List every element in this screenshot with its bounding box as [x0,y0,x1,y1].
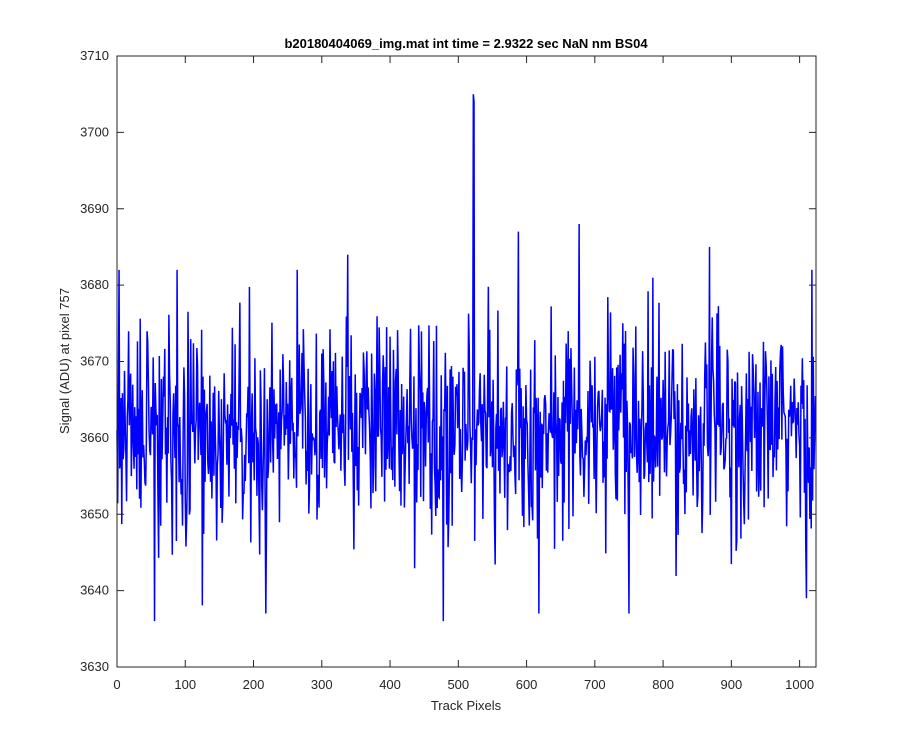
y-tick-label: 3650 [80,506,109,521]
x-axis: 0 100 200 300 400 500 600 700 800 900 1000 [113,56,814,692]
x-tick-label: 300 [311,677,333,692]
x-tick-label: 900 [721,677,743,692]
x-tick-label: 800 [652,677,674,692]
y-tick-label: 3640 [80,583,109,598]
plot-background [117,56,816,667]
x-axis-label: Track Pixels [431,698,502,713]
y-tick-label: 3690 [80,201,109,216]
x-tick-label: 1000 [785,677,814,692]
x-tick-label: 400 [379,677,401,692]
y-axis: 3630 3640 3650 3660 3670 3680 3690 3700 3710 [80,48,816,674]
y-tick-label: 3670 [80,354,109,369]
y-tick-label: 3680 [80,277,109,292]
series-line [116,94,817,622]
x-tick-label: 100 [174,677,196,692]
y-tick-label: 3710 [80,48,109,63]
y-tick-label: 3660 [80,430,109,445]
series-group [116,94,817,622]
x-tick-label: 700 [584,677,606,692]
y-axis-label: Signal (ADU) at pixel 757 [57,288,72,434]
x-tick-label: 500 [447,677,469,692]
chart-title: b20180404069_img.mat int time = 2.9322 s… [284,36,648,51]
x-tick-label: 200 [243,677,265,692]
x-tick-label: 0 [113,677,120,692]
y-tick-label: 3630 [80,659,109,674]
y-tick-label: 3700 [80,124,109,139]
x-tick-label: 600 [516,677,538,692]
